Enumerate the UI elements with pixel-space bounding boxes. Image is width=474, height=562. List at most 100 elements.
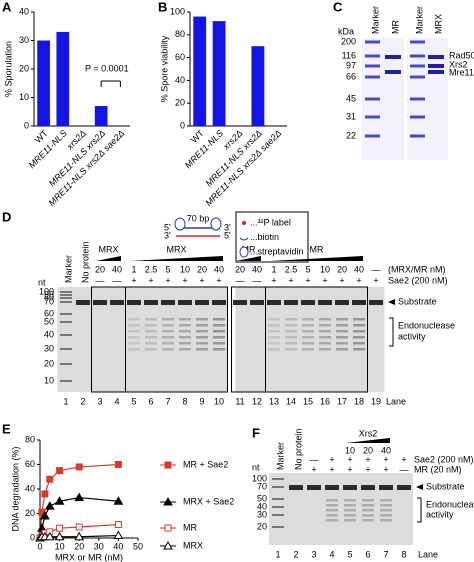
row-entry: + bbox=[199, 275, 204, 285]
lane-number: 6 bbox=[365, 549, 370, 559]
band bbox=[344, 519, 356, 522]
band bbox=[326, 509, 338, 512]
group-label: MR bbox=[242, 244, 256, 254]
band-label: Rad50 bbox=[449, 50, 474, 60]
row-entry: — bbox=[372, 264, 381, 274]
point bbox=[54, 531, 65, 541]
row-entry: + bbox=[383, 464, 388, 474]
band bbox=[428, 70, 444, 74]
band bbox=[319, 330, 331, 333]
band bbox=[145, 324, 157, 327]
marker-label: 50 bbox=[257, 493, 267, 503]
band bbox=[196, 336, 208, 339]
band bbox=[285, 336, 297, 339]
x-tick-label: 0 bbox=[37, 541, 42, 551]
lane-number: 3 bbox=[97, 396, 102, 406]
band bbox=[335, 300, 349, 305]
wedge bbox=[236, 256, 261, 261]
row-entry: 1 bbox=[131, 264, 136, 274]
band bbox=[93, 300, 107, 305]
band bbox=[213, 330, 225, 333]
band bbox=[162, 336, 174, 339]
streptavidin bbox=[210, 217, 222, 231]
marker-label: 90 bbox=[44, 289, 54, 299]
group-label: MRX bbox=[167, 244, 187, 254]
band bbox=[196, 318, 208, 321]
key-box bbox=[235, 211, 309, 263]
x-tick-label: 30 bbox=[94, 541, 104, 551]
marker-label: 80 bbox=[44, 292, 54, 302]
band bbox=[318, 300, 332, 305]
row-entry: — bbox=[400, 464, 409, 474]
point bbox=[74, 492, 85, 502]
band bbox=[60, 313, 72, 315]
lane-number: 13 bbox=[269, 396, 279, 406]
band bbox=[272, 506, 284, 508]
band bbox=[362, 504, 374, 507]
x-tick-label: 20 bbox=[74, 541, 84, 551]
band bbox=[336, 348, 348, 351]
arrow bbox=[388, 299, 395, 305]
row-entry: + bbox=[383, 454, 388, 464]
row-entry: + bbox=[329, 454, 334, 464]
lane-number: 8 bbox=[401, 549, 406, 559]
band bbox=[213, 348, 225, 351]
band bbox=[213, 324, 225, 327]
row-label: MR (20 nM) bbox=[414, 464, 462, 474]
row-entry: 40 bbox=[214, 264, 224, 274]
panel-label: E bbox=[2, 421, 11, 436]
band bbox=[179, 342, 191, 345]
marker-label: 70 bbox=[44, 296, 54, 306]
band bbox=[365, 40, 380, 44]
wedge bbox=[270, 256, 363, 261]
y-tick-label: 20 bbox=[175, 98, 185, 108]
band bbox=[195, 300, 209, 305]
band bbox=[60, 297, 72, 299]
product-label: Endonuclease bbox=[398, 320, 455, 330]
band bbox=[365, 64, 380, 68]
band bbox=[213, 318, 225, 321]
annotation: P = 0.0001 bbox=[85, 63, 129, 73]
band bbox=[285, 342, 297, 345]
row-label: Sae2 (200 nM) bbox=[388, 275, 448, 285]
row-entry: + bbox=[339, 275, 344, 285]
band bbox=[145, 348, 157, 351]
band bbox=[213, 342, 225, 345]
lane-label: MR bbox=[390, 20, 400, 34]
row-entry: + bbox=[216, 275, 221, 285]
wedge bbox=[346, 438, 390, 443]
y-tick-label: 20 bbox=[25, 508, 35, 518]
point bbox=[75, 463, 83, 471]
band bbox=[343, 485, 357, 490]
lane-number: 6 bbox=[148, 396, 153, 406]
lane-number: 8 bbox=[182, 396, 187, 406]
band bbox=[196, 348, 208, 351]
band bbox=[162, 342, 174, 345]
row-entry: 2.5 bbox=[145, 264, 158, 274]
row-entry: + bbox=[329, 464, 334, 474]
panel-label: C bbox=[333, 0, 343, 14]
y-tick-label: 60 bbox=[25, 459, 35, 469]
band bbox=[179, 348, 191, 351]
band bbox=[410, 64, 425, 68]
marker-label: 200 bbox=[341, 36, 356, 46]
band bbox=[365, 134, 380, 138]
titration-label: Xrs2 bbox=[359, 428, 378, 438]
lane-number: 19 bbox=[371, 396, 381, 406]
key-label: ...³²P label bbox=[250, 217, 291, 227]
y-axis-label: % Spore viability bbox=[159, 35, 169, 102]
band bbox=[145, 318, 157, 321]
row-entry: 40 bbox=[112, 264, 122, 274]
row-entry: + bbox=[182, 275, 187, 285]
band bbox=[60, 291, 72, 293]
band bbox=[285, 330, 297, 333]
band bbox=[302, 318, 314, 321]
band bbox=[268, 318, 280, 321]
band bbox=[344, 504, 356, 507]
band bbox=[145, 336, 157, 339]
x-tick-label: 10 bbox=[55, 541, 65, 551]
legend-label: MR bbox=[183, 522, 197, 532]
marker-label: 50 bbox=[44, 316, 54, 326]
panel-label: D bbox=[2, 209, 11, 224]
